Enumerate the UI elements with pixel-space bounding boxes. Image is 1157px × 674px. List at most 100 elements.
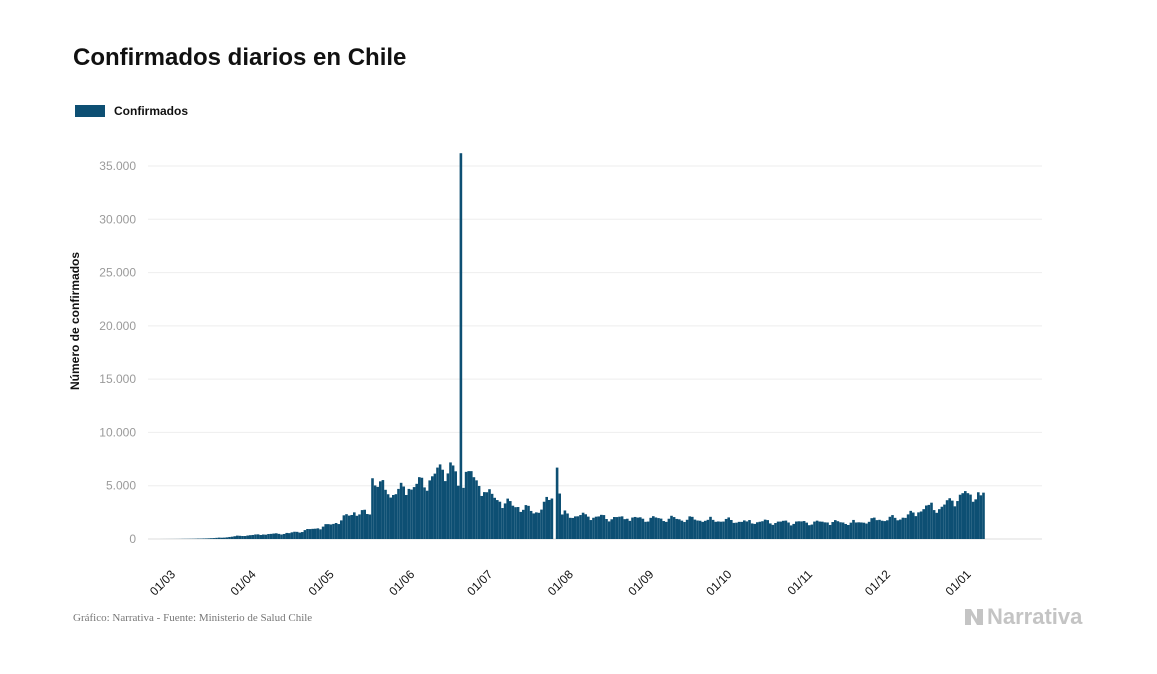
bar	[701, 521, 704, 539]
bar	[210, 538, 213, 539]
bar	[280, 534, 283, 539]
bar	[230, 536, 234, 539]
bar	[441, 469, 444, 539]
bar	[324, 524, 327, 539]
bar	[503, 503, 507, 539]
bar	[836, 521, 840, 539]
bar	[277, 533, 281, 539]
bar	[251, 534, 255, 539]
bar	[368, 514, 372, 539]
x-tick-label: 01/09	[625, 567, 656, 598]
bar	[763, 519, 767, 539]
bar	[852, 519, 855, 539]
bar	[649, 517, 652, 539]
bar	[615, 517, 619, 539]
bar	[464, 471, 468, 539]
bar	[298, 532, 301, 539]
bar	[792, 523, 795, 539]
grid-lines	[148, 165, 1042, 540]
bar	[914, 516, 918, 539]
bar	[646, 521, 650, 539]
bar	[607, 521, 611, 539]
x-tick-label: 01/12	[862, 567, 893, 598]
bar	[329, 524, 333, 539]
bar	[444, 481, 447, 539]
bar	[678, 519, 681, 539]
chart-title: Confirmados diarios en Chile	[73, 44, 407, 71]
bar	[922, 509, 925, 539]
bar	[275, 533, 278, 539]
bar	[436, 467, 439, 539]
bar	[587, 516, 590, 539]
bar	[818, 521, 821, 539]
bar	[498, 501, 502, 539]
bar	[891, 515, 894, 539]
bar	[288, 533, 291, 539]
bar	[672, 517, 676, 539]
bar	[618, 516, 621, 539]
bar	[691, 516, 694, 539]
bar	[301, 532, 304, 539]
bar	[342, 515, 346, 539]
bar	[475, 480, 478, 539]
bar	[956, 501, 959, 539]
bar	[477, 485, 481, 539]
bar	[654, 517, 658, 539]
brand-logo: Narrativa	[964, 604, 1082, 630]
bar	[966, 493, 970, 539]
bar	[727, 517, 730, 539]
bar	[373, 485, 377, 539]
bar	[207, 538, 210, 539]
bar	[483, 492, 486, 539]
bar	[285, 532, 288, 539]
bar	[558, 493, 561, 539]
bar	[488, 489, 491, 539]
bar	[412, 487, 416, 539]
bar	[581, 512, 585, 539]
bar	[888, 516, 892, 539]
bar	[753, 523, 756, 539]
x-tick-label: 01/04	[228, 567, 259, 598]
bar	[563, 510, 567, 539]
bar	[789, 525, 793, 539]
bar	[425, 490, 429, 539]
bar	[350, 514, 353, 539]
bar	[423, 487, 426, 539]
bar	[337, 524, 340, 539]
bar	[529, 510, 533, 539]
x-tick-label: 01/05	[306, 567, 337, 598]
bar	[220, 537, 223, 539]
bar	[849, 522, 853, 539]
bar	[561, 514, 564, 539]
bar	[389, 497, 392, 539]
bar	[886, 520, 889, 539]
legend-label: Confirmados	[114, 104, 189, 118]
y-tick-label: 30.000	[99, 212, 136, 226]
bar	[394, 494, 398, 539]
bar	[576, 516, 580, 539]
bar	[259, 534, 262, 539]
bar	[451, 465, 455, 539]
bar	[644, 521, 647, 539]
bar	[340, 520, 343, 539]
bar	[202, 538, 205, 539]
bar	[485, 492, 489, 539]
bar	[347, 515, 351, 539]
bar	[969, 494, 972, 539]
bar	[605, 519, 608, 539]
x-tick-label: 01/06	[386, 567, 417, 598]
bar	[880, 520, 884, 539]
y-tick-label: 10.000	[99, 425, 136, 439]
bar	[740, 521, 743, 539]
bar	[979, 495, 983, 539]
bar	[438, 464, 442, 539]
bar	[262, 534, 265, 539]
bar	[496, 500, 499, 539]
y-tick-label: 35.000	[99, 159, 136, 173]
bar	[675, 518, 678, 539]
x-tick-label: 01/03	[147, 567, 178, 598]
bar	[737, 521, 741, 539]
bar	[641, 518, 645, 539]
bar	[358, 514, 361, 539]
